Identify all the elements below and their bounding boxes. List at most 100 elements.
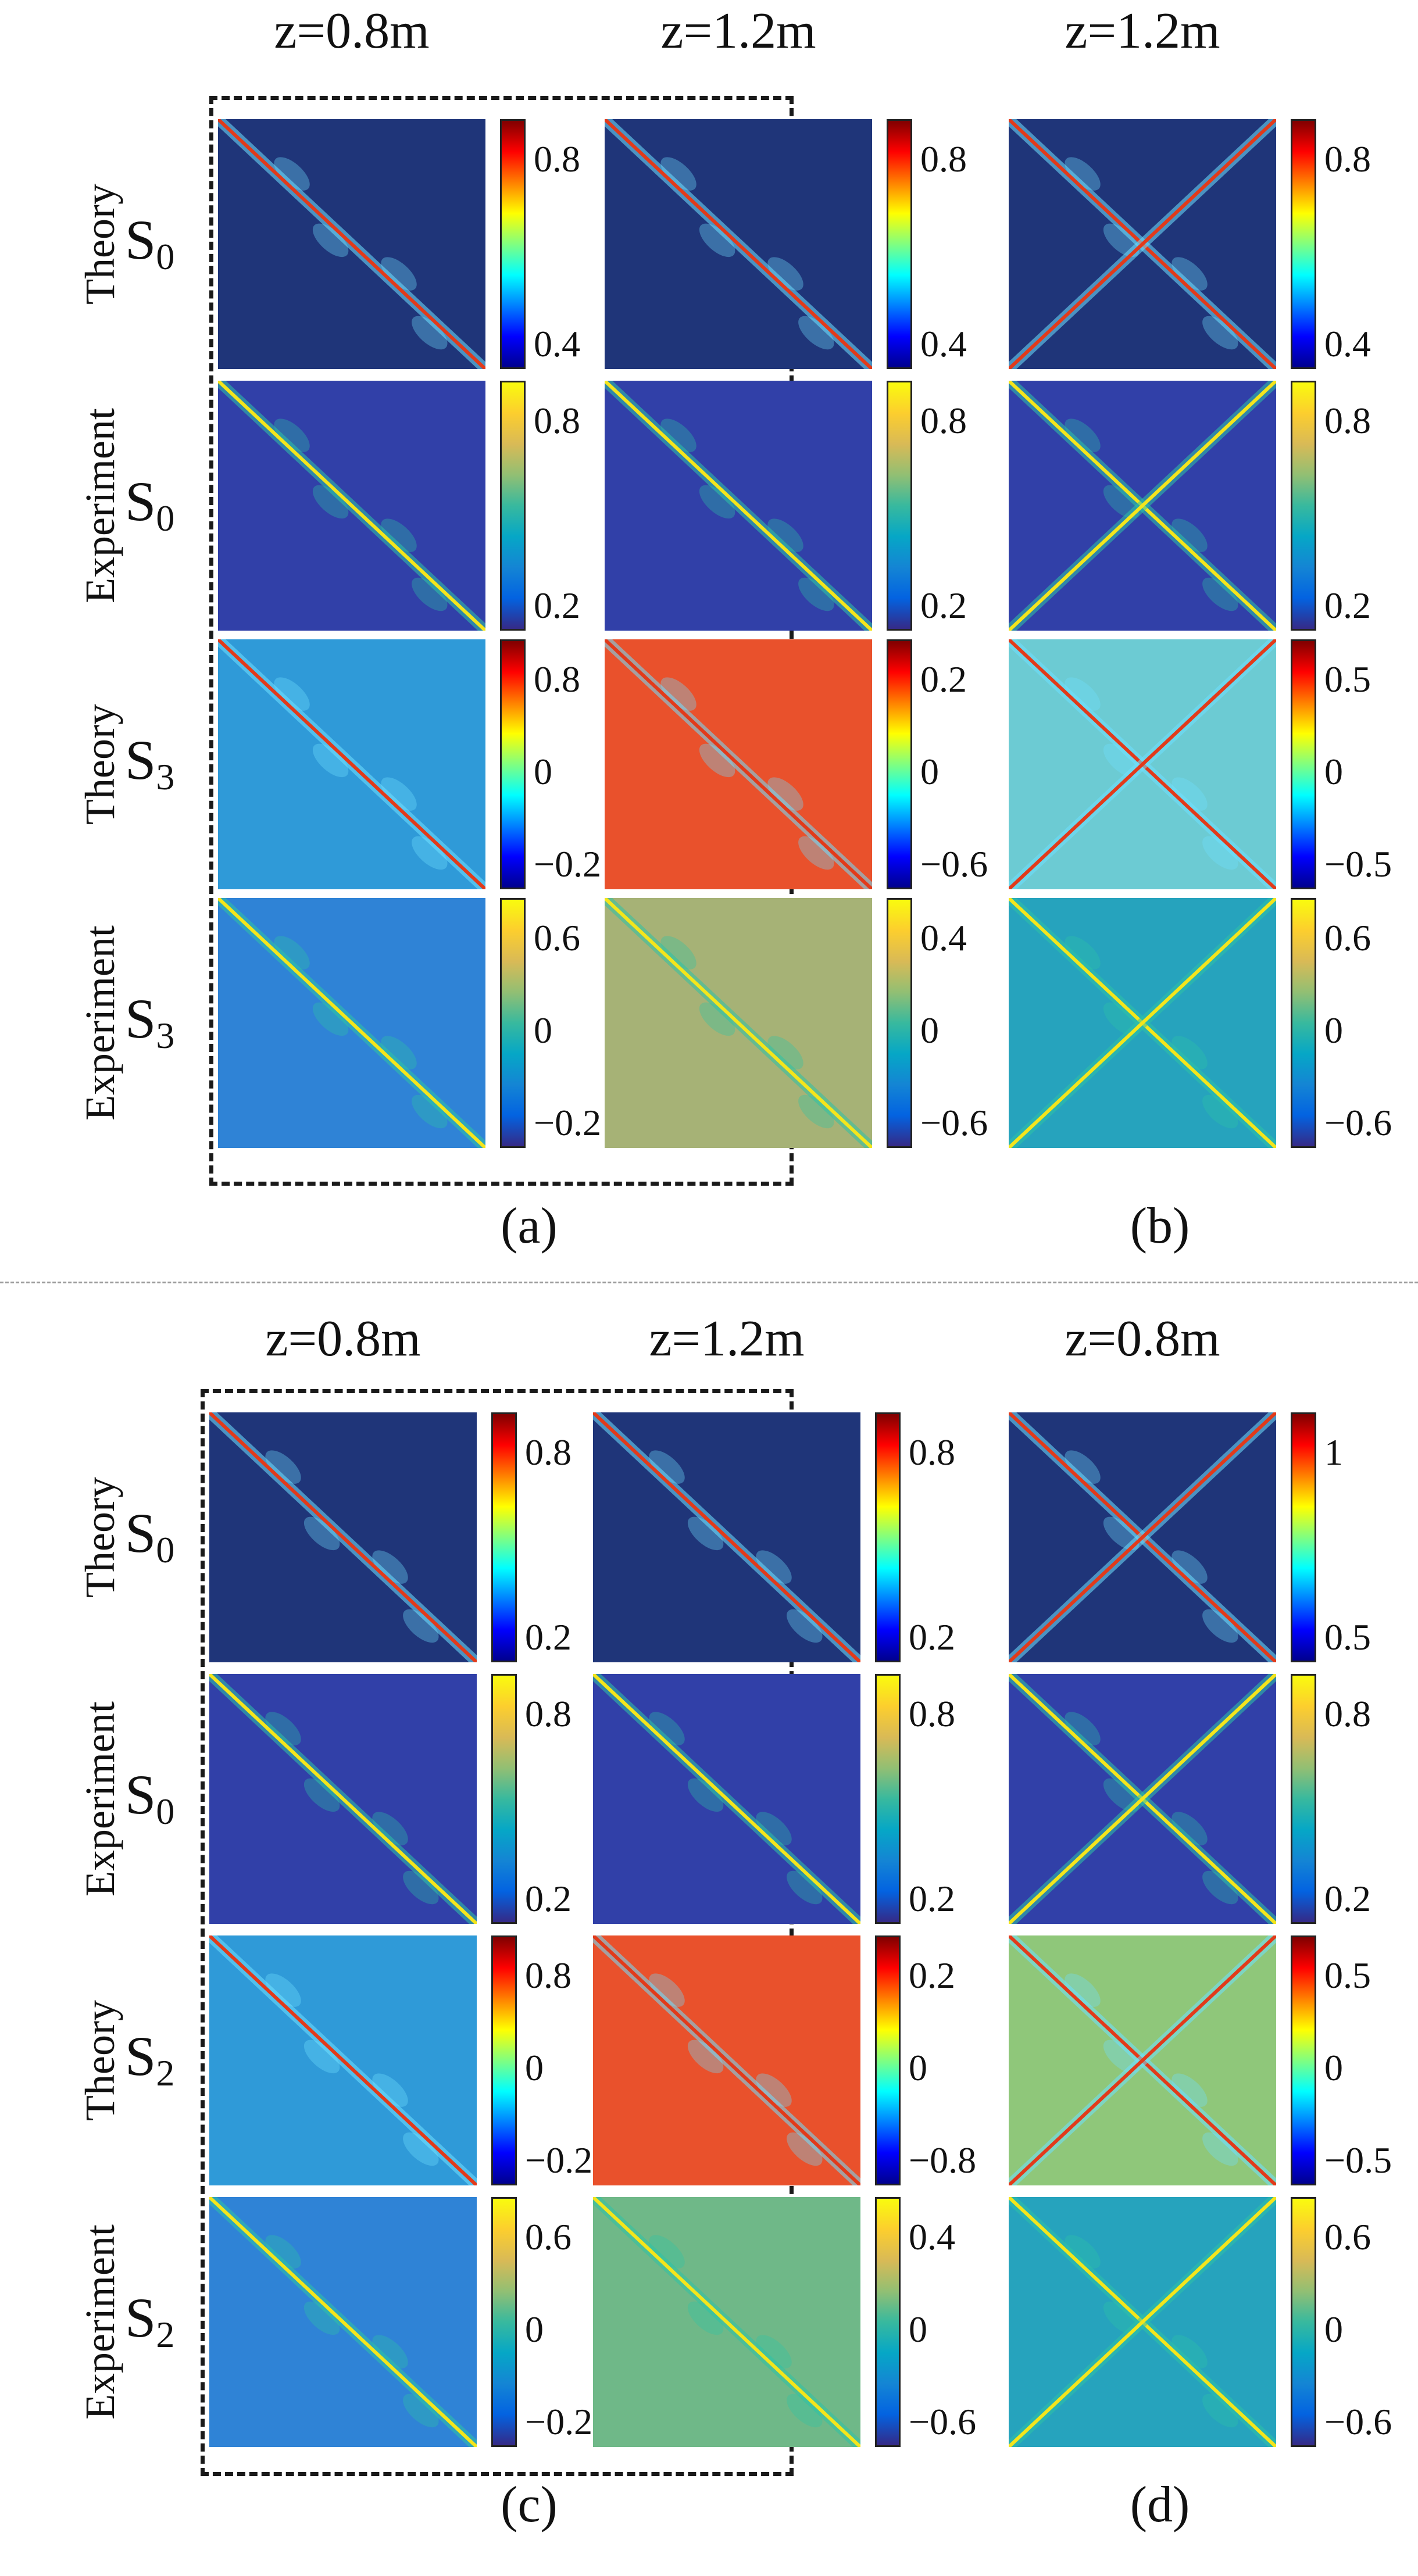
heatmap-panel: [605, 639, 872, 889]
colorbar-tick-label: 0.8: [534, 138, 580, 180]
colorbar: [1291, 639, 1316, 889]
heatmap-image: [209, 1935, 477, 2185]
stokes-symbol: S3: [125, 732, 174, 796]
heatmap-image: [593, 1935, 860, 2185]
colorbar-tick-label: 0.2: [1324, 585, 1371, 626]
colorbar-tick-label: 0: [909, 2308, 927, 2350]
colorbar-tick-label: −0.6: [1324, 2401, 1392, 2442]
subfigure-label: (b): [1130, 1198, 1190, 1254]
colorbar-tick-label: 0: [1324, 2308, 1343, 2350]
colorbar: [1291, 1412, 1316, 1662]
heatmap-panel: [605, 119, 872, 369]
heatmap-panel: [593, 1412, 860, 1662]
subfigure-label: (a): [501, 1198, 558, 1254]
heatmap-panel: [605, 898, 872, 1148]
heatmap-image: [1009, 639, 1276, 889]
heatmap-panel: [218, 639, 485, 889]
heatmap-image: [218, 119, 485, 369]
heatmap-panel: [605, 381, 872, 631]
colorbar: [491, 1935, 517, 2185]
colorbar-tick-label: 0.4: [1324, 323, 1371, 364]
colorbar-tick-label: 0.8: [909, 1693, 955, 1734]
stokes-letter: S: [125, 470, 156, 532]
colorbar-tick-label: 0.5: [1324, 1954, 1371, 1996]
colorbar-tick-label: 0.6: [534, 917, 580, 958]
colorbar: [887, 381, 912, 631]
colorbar-tick-label: 0: [1324, 2047, 1343, 2088]
stokes-subscript: 0: [156, 235, 175, 277]
stokes-letter: S: [125, 209, 156, 271]
heatmap-panel: [1009, 119, 1276, 369]
heatmap-panel: [593, 2197, 860, 2447]
colorbar-tick-label: −0.8: [909, 2139, 977, 2181]
colorbar-tick-label: 0.2: [920, 585, 967, 626]
colorbar: [1291, 2197, 1316, 2447]
colorbar-tick-label: 0.8: [525, 1693, 572, 1734]
colorbar-tick-label: 0.8: [909, 1431, 955, 1473]
heatmap-panel: [218, 898, 485, 1148]
stokes-symbol: S2: [125, 2028, 174, 2092]
colorbar-tick-label: 0.2: [909, 1954, 955, 1996]
colorbar: [887, 898, 912, 1148]
stokes-symbol: S2: [125, 2290, 174, 2353]
heatmap-image: [605, 898, 872, 1148]
colorbar: [500, 898, 526, 1148]
colorbar-tick-label: −0.5: [1324, 843, 1392, 885]
colorbar-tick-label: −0.2: [534, 1102, 602, 1143]
colorbar-tick-label: −0.6: [909, 2401, 977, 2442]
colorbar: [1291, 898, 1316, 1148]
stokes-letter: S: [125, 729, 156, 791]
colorbar-tick-label: 0.4: [534, 323, 580, 364]
heatmap-panel: [1009, 898, 1276, 1148]
colorbar-tick-label: 0: [525, 2047, 544, 2088]
stokes-letter: S: [125, 1502, 156, 1564]
colorbar-tick-label: 0: [534, 750, 552, 792]
subfigure-label: (c): [501, 2477, 558, 2533]
row-label: Theory: [77, 184, 123, 305]
heatmap-image: [218, 898, 485, 1148]
colorbar-tick-label: 0: [1324, 1009, 1343, 1051]
heatmap-image: [218, 639, 485, 889]
colorbar-tick-label: 0: [920, 1009, 939, 1051]
heatmap-image: [1009, 2197, 1276, 2447]
stokes-subscript: 3: [156, 1014, 175, 1056]
row-label: Theory: [77, 1477, 123, 1598]
column-title: z=1.2m: [660, 3, 816, 59]
heatmap-panel: [1009, 1674, 1276, 1924]
heatmap-image: [1009, 1674, 1276, 1924]
column-title: z=1.2m: [1065, 3, 1220, 59]
colorbar-tick-label: 0.4: [920, 323, 967, 364]
column-title: z=0.8m: [265, 1311, 421, 1367]
heatmap-image: [593, 2197, 860, 2447]
colorbar-tick-label: −0.2: [525, 2401, 593, 2442]
heatmap-panel: [1009, 1935, 1276, 2185]
colorbar-tick-label: 0.8: [525, 1431, 572, 1473]
colorbar-tick-label: 0.8: [525, 1954, 572, 1996]
stokes-symbol: S0: [125, 212, 174, 276]
stokes-subscript: 3: [156, 756, 175, 797]
colorbar-tick-label: 0: [1324, 750, 1343, 792]
colorbar: [887, 639, 912, 889]
heatmap-panel: [593, 1935, 860, 2185]
heatmap-image: [209, 1674, 477, 1924]
heatmap-panel: [593, 1674, 860, 1924]
colorbar-tick-label: 0.8: [1324, 1693, 1371, 1734]
section-separator: [0, 1282, 1418, 1283]
colorbar: [1291, 381, 1316, 631]
colorbar-tick-label: 0.2: [525, 1878, 572, 1919]
colorbar: [500, 119, 526, 369]
stokes-subscript: 2: [156, 2052, 175, 2094]
stokes-subscript: 2: [156, 2313, 175, 2355]
colorbar-tick-label: 0.8: [920, 138, 967, 180]
colorbar: [887, 119, 912, 369]
colorbar-tick-label: 0.8: [1324, 399, 1371, 441]
colorbar: [1291, 1674, 1316, 1924]
row-label: Experiment: [77, 925, 123, 1121]
stokes-subscript: 0: [156, 1529, 175, 1570]
colorbar-tick-label: 0: [534, 1009, 552, 1051]
stokes-letter: S: [125, 1763, 156, 1826]
row-label: Theory: [77, 2000, 123, 2121]
heatmap-image: [1009, 1935, 1276, 2185]
heatmap-image: [1009, 898, 1276, 1148]
colorbar-tick-label: 0.2: [909, 1878, 955, 1919]
